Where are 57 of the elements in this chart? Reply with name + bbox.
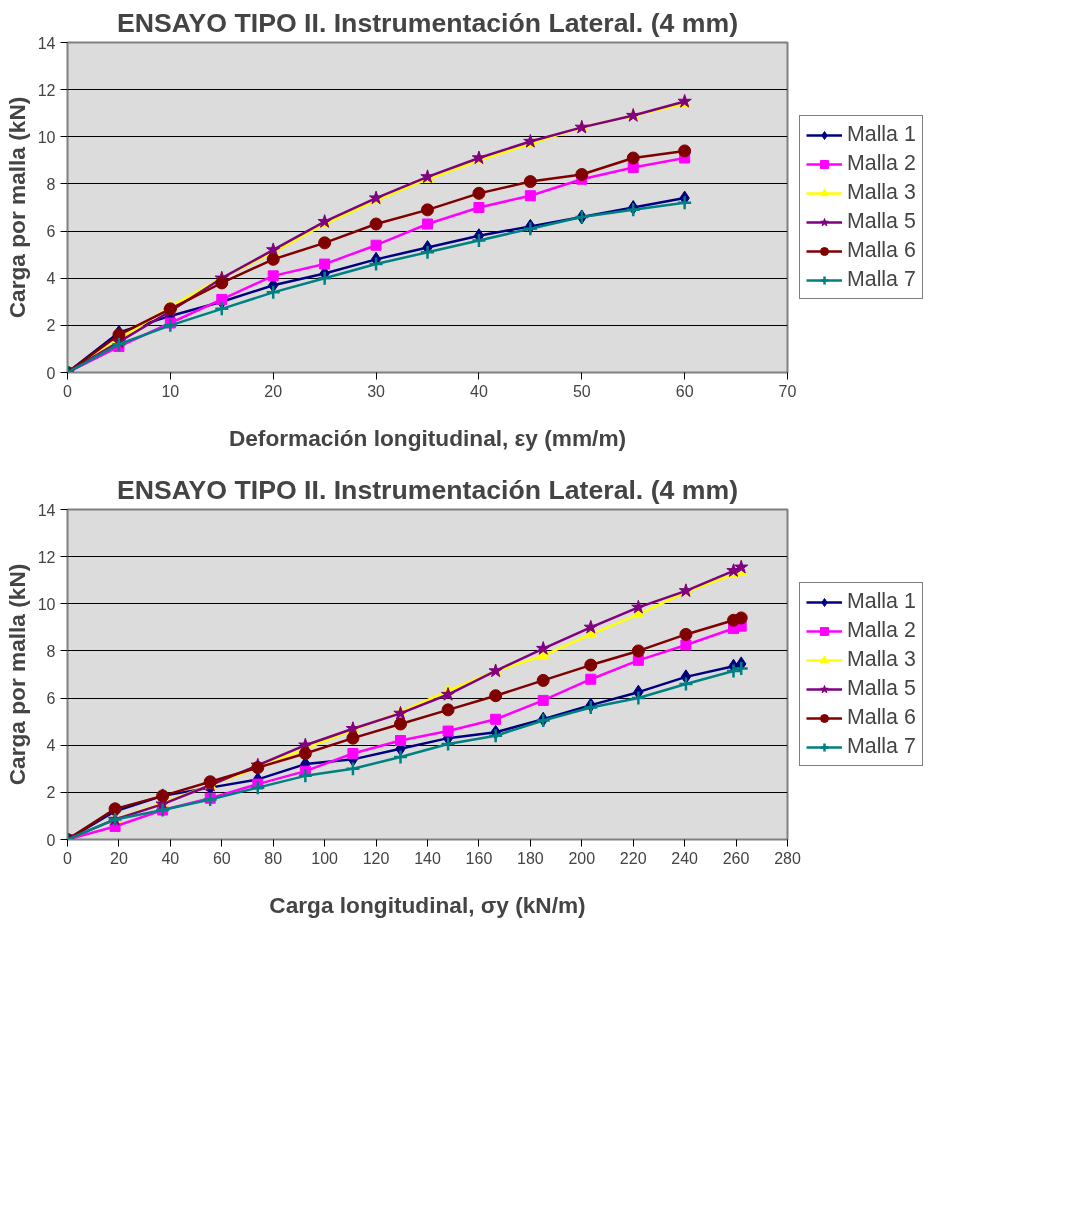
x-tick-label: 40 — [161, 849, 180, 867]
x-tick-label: 10 — [161, 382, 180, 400]
x-tick-label: 120 — [362, 849, 390, 867]
x-tick-label: 0 — [63, 849, 73, 867]
x-tick-label: 0 — [63, 382, 73, 400]
y-tick-label: 14 — [37, 501, 56, 519]
x-tick-label: 200 — [568, 849, 596, 867]
legend-label: Malla 2 — [847, 151, 916, 176]
y-tick-label: 0 — [46, 831, 56, 849]
x-tick-label: 100 — [311, 849, 339, 867]
legend-label: Malla 7 — [847, 734, 916, 759]
chart-title: ENSAYO TIPO II. Instrumentación Lateral. (4 mm) — [116, 474, 739, 505]
y-tick-label: 2 — [46, 784, 56, 802]
x-tick-label: 240 — [671, 849, 699, 867]
y-tick-label: 10 — [37, 128, 56, 146]
y-tick-label: 6 — [46, 223, 56, 241]
x-tick-label: 50 — [572, 382, 591, 400]
x-tick-label: 30 — [367, 382, 386, 400]
x-tick-label: 80 — [264, 849, 283, 867]
x-tick-label: 60 — [212, 849, 231, 867]
x-tick-label: 20 — [110, 849, 128, 867]
y-axis-title: Carga por malla (kN) — [3, 563, 30, 786]
x-tick-label: 70 — [778, 382, 797, 400]
x-tick-label: 220 — [619, 849, 647, 867]
chart-title: ENSAYO TIPO II. Instrumentación Lateral. (4 mm) — [116, 7, 739, 38]
legend-label: Malla 1 — [847, 589, 916, 614]
x-tick-label: 180 — [517, 849, 544, 867]
x-axis-title: Carga longitudinal, σy (kN/m) — [269, 891, 586, 918]
legend-label: Malla 2 — [847, 618, 916, 643]
y-tick-label: 4 — [46, 270, 56, 288]
y-tick-label: 8 — [46, 175, 56, 193]
y-axis-title: Carga por malla (kN) — [3, 96, 30, 319]
y-tick-label: 4 — [46, 737, 56, 755]
x-axis-title: Deformación longitudinal, εy (mm/m) — [228, 424, 627, 451]
y-tick-label: 14 — [37, 34, 56, 52]
legend-label: Malla 6 — [847, 705, 916, 730]
legend-label: Malla 3 — [847, 647, 916, 672]
y-tick-label: 6 — [46, 690, 56, 708]
x-tick-label: 160 — [465, 849, 493, 867]
legend-label: Malla 7 — [847, 267, 916, 292]
x-tick-label: 40 — [470, 382, 488, 400]
x-tick-label: 260 — [722, 849, 750, 867]
x-tick-label: 20 — [264, 382, 283, 400]
y-tick-label: 12 — [37, 81, 56, 99]
x-tick-label: 280 — [774, 849, 801, 867]
legend-label: Malla 6 — [847, 238, 916, 263]
legend-label: Malla 5 — [847, 209, 916, 234]
y-tick-label: 12 — [37, 548, 56, 566]
x-tick-label: 60 — [675, 382, 694, 400]
y-tick-label: 0 — [46, 364, 56, 382]
legend-label: Malla 1 — [847, 122, 916, 147]
legend-label: Malla 3 — [847, 180, 916, 205]
y-tick-label: 10 — [37, 595, 56, 613]
y-tick-label: 8 — [46, 642, 56, 660]
legend-label: Malla 5 — [847, 676, 916, 701]
x-tick-label: 140 — [414, 849, 441, 867]
y-tick-label: 2 — [46, 317, 56, 335]
